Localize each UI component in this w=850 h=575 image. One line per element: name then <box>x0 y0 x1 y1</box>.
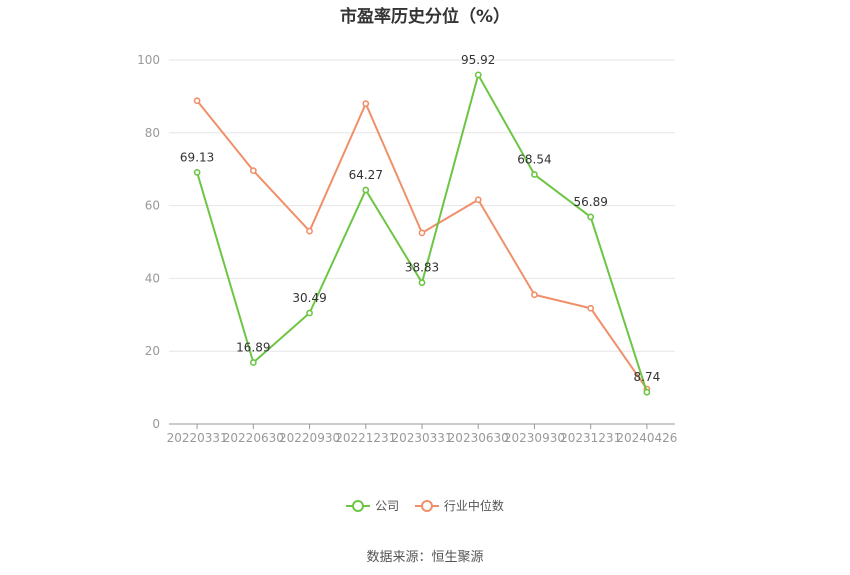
axes: 0 20 40 60 80 100 2022033120220630202209302022… <box>137 53 677 445</box>
point-company-20221231 <box>362 186 370 194</box>
legend: 公司 行业中位数 <box>0 497 850 516</box>
data-label-company-20230630: 95.92 <box>461 53 495 67</box>
x-tick-label-20220331: 20220331 <box>167 431 228 445</box>
y-tick-label-80: 80 <box>145 126 160 140</box>
data-label-company-20231231: 56.89 <box>573 195 607 209</box>
data-label-company-20220630: 16.89 <box>236 341 270 355</box>
y-tick-label-40: 40 <box>145 271 160 285</box>
x-tick-label-20230930: 20230930 <box>504 431 565 445</box>
point-company-20230331 <box>418 279 426 287</box>
point-company-20220630 <box>249 359 257 366</box>
data-labels: 69.13 16.89 30.49 64.27 38.83 95.92 68.54 56.89… <box>180 53 660 384</box>
grid-lines <box>169 59 675 352</box>
legend-swatch-industry-median <box>414 499 439 513</box>
legend-swatch-company <box>346 499 371 513</box>
point-industry-median-20220331 <box>193 97 201 105</box>
legend-label-industry-median: 行业中位数 <box>443 499 504 513</box>
point-industry-median-20230930 <box>531 291 538 299</box>
point-industry-median-20220630 <box>249 167 257 175</box>
point-company-20220331 <box>193 168 201 176</box>
legend-item-company[interactable]: 公司 <box>346 497 399 514</box>
point-industry-median-20230630 <box>474 196 482 204</box>
point-company-20230630 <box>474 71 482 79</box>
data-label-company-20220331: 69.13 <box>180 150 214 164</box>
y-tick-label-60: 60 <box>145 199 160 213</box>
data-label-company-20230930: 68.54 <box>517 153 551 167</box>
y-tick-label-0: 0 <box>152 417 160 431</box>
x-tick-label-20230630: 20230630 <box>448 431 509 445</box>
point-company-20220930 <box>306 309 313 317</box>
data-label-company-20221231: 64.27 <box>349 168 383 182</box>
y-tick-label-20: 20 <box>145 344 160 358</box>
data-label-company-20240426: 8.74 <box>634 370 661 384</box>
legend-item-industry-median[interactable]: 行业中位数 <box>414 497 504 514</box>
legend-label-company: 公司 <box>375 499 400 513</box>
point-company-20240426 <box>643 388 651 396</box>
data-label-company-20230331: 38.83 <box>405 261 439 275</box>
x-tick-label-20221231: 20221231 <box>335 431 396 445</box>
x-tick-label-20230331: 20230331 <box>391 431 452 445</box>
point-company-20230930 <box>531 171 538 178</box>
data-source-note: 数据来源：恒生聚源 <box>366 550 484 565</box>
x-tick-label-20231231: 20231231 <box>560 431 621 445</box>
point-industry-median-20221231 <box>362 100 370 108</box>
point-industry-median-20231231 <box>587 304 595 312</box>
x-tick-label-20240426: 20240426 <box>616 431 677 445</box>
data-label-company-20220930: 30.49 <box>292 291 326 305</box>
point-industry-median-20230331 <box>418 229 426 237</box>
y-tick-label-100: 100 <box>137 53 160 67</box>
x-tick-label-20220930: 20220930 <box>279 431 340 445</box>
point-industry-median-20220930 <box>306 227 313 235</box>
point-company-20231231 <box>587 213 595 221</box>
series-layer <box>193 71 651 396</box>
x-tick-label-20220630: 20220630 <box>223 431 284 445</box>
chart-title: 市盈率历史分位（%） <box>339 7 511 27</box>
